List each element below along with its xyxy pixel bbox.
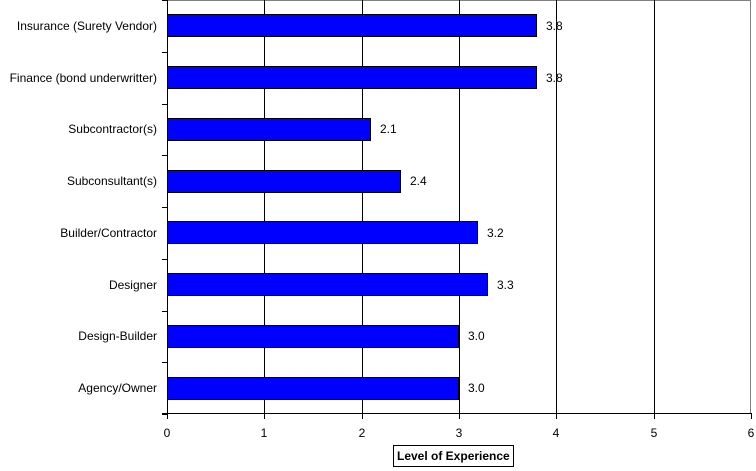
y-tick [162,311,167,312]
value-label: 3.8 [546,71,563,85]
x-tick [751,414,752,419]
value-label: 2.1 [380,122,397,136]
bar [167,170,401,193]
category-label: Subconsultant(s) [66,174,157,188]
value-label: 2.4 [410,174,427,188]
y-tick [162,362,167,363]
bar [167,377,459,400]
bar [167,66,537,89]
x-tick [362,414,363,419]
value-label: 3.2 [487,226,504,240]
bar [167,221,478,244]
value-label: 3.8 [546,19,563,33]
gridline [556,0,557,414]
y-axis [167,0,168,419]
bar [167,118,371,141]
x-tick-label: 0 [163,426,171,440]
x-tick [459,414,460,419]
y-tick [162,155,167,156]
x-tick-label: 2 [358,426,366,440]
x-tick-label: 4 [552,426,560,440]
category-label: Builder/Contractor [60,226,157,240]
y-tick [162,52,167,53]
gridline [459,0,460,414]
gridline [362,0,363,414]
category-label: Finance (bond underwritter) [9,71,157,85]
y-tick [162,0,167,1]
gridline [654,0,655,414]
x-tick-label: 5 [650,426,658,440]
x-tick [264,414,265,419]
category-label: Insurance (Surety Vendor) [16,19,157,33]
x-tick-label: 6 [747,426,755,440]
bar [167,273,488,296]
value-label: 3.0 [468,381,485,395]
value-label: 3.0 [468,329,485,343]
y-tick [162,259,167,260]
x-tick [556,414,557,419]
y-tick [162,104,167,105]
category-label: Subcontractor(s) [68,122,157,136]
bar [167,325,459,348]
category-label: Design-Builder [78,329,157,343]
x-tick [654,414,655,419]
x-axis [162,413,752,414]
x-axis-title: Level of Experience [393,445,514,467]
y-tick [162,207,167,208]
category-label: Agency/Owner [78,381,157,395]
gridline [264,0,265,414]
category-label: Designer [108,278,157,292]
value-label: 3.3 [497,278,514,292]
y-tick [162,414,167,415]
x-tick-label: 3 [455,426,463,440]
x-tick-label: 1 [260,426,268,440]
bar [167,14,537,37]
